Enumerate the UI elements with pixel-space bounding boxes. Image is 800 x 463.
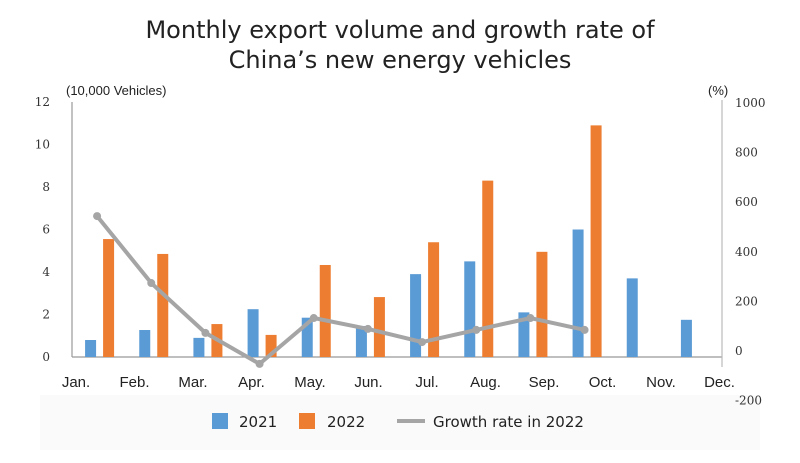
right-tick-label: 1000 [735, 96, 766, 110]
bar-2021 [410, 274, 422, 357]
growth-rate-point [255, 359, 264, 368]
left-tick-label: 10 [35, 138, 50, 152]
x-tick-label: Oct. [589, 374, 617, 391]
bar-2022 [265, 334, 277, 357]
legend-label-2022: 2022 [327, 413, 365, 431]
right-tick-label: 0 [735, 344, 743, 358]
x-tick-label: Jun. [354, 374, 382, 391]
bar-2021 [301, 317, 313, 357]
x-tick-label: Sep. [529, 374, 560, 391]
growth-rate-point [201, 328, 210, 337]
growth-rate-point [526, 314, 535, 323]
bar-2021 [247, 309, 259, 357]
left-tick-label: 0 [42, 350, 50, 364]
left-tick-label: 2 [42, 308, 50, 322]
bar-2021 [139, 330, 151, 357]
bar-2021 [464, 261, 476, 357]
growth-rate-point [418, 338, 427, 347]
bar-2022 [428, 242, 440, 357]
bar-2021 [85, 340, 97, 357]
x-tick-label: Mar. [178, 374, 207, 391]
growth-rate-point [147, 279, 156, 288]
left-tick-label: 4 [42, 265, 50, 279]
growth-rate-line [95, 214, 586, 366]
right-tick-label: 400 [735, 245, 758, 259]
x-tick-label: Jan. [62, 374, 90, 391]
bar-2021 [626, 278, 638, 357]
bar-2021 [193, 337, 205, 357]
bar-2022 [373, 297, 385, 357]
left-tick-label: 6 [42, 223, 50, 237]
growth-rate-point [472, 325, 481, 334]
bar-2021 [518, 312, 530, 357]
chart-title-line1: Monthly export volume and growth rate of [145, 16, 655, 44]
bar-2022 [536, 251, 548, 357]
right-tick-label: 200 [735, 294, 758, 308]
legend-swatch-2022 [299, 413, 315, 429]
x-tick-label: Apr. [238, 374, 265, 391]
x-tick-label: May. [294, 374, 325, 391]
left-axis-unit: (10,000 Vehicles) [66, 83, 166, 98]
bar-2022 [590, 125, 602, 357]
bar-2022 [157, 253, 169, 357]
x-tick-label: Dec. [704, 374, 735, 391]
left-tick-label: 8 [42, 180, 50, 194]
x-tick-label: Jul. [415, 374, 438, 391]
legend-label-growth-rate: Growth rate in 2022 [433, 413, 584, 431]
growth-rate-point [309, 314, 318, 323]
right-tick-label: 800 [735, 146, 758, 160]
legend-swatch-2021 [212, 413, 228, 429]
growth-rate-point [580, 325, 589, 334]
bar-2021 [355, 325, 367, 357]
bar-2022 [319, 264, 331, 357]
left-tick-label: 12 [35, 95, 50, 109]
x-tick-label: Nov. [646, 374, 676, 391]
right-tick-label: -200 [735, 394, 762, 408]
chart-title-line2: China’s new energy vehicles [228, 46, 572, 74]
growth-rate-point [93, 212, 102, 221]
legend-label-2021: 2021 [239, 413, 277, 431]
right-tick-label: 600 [735, 195, 758, 209]
x-tick-label: Feb. [119, 374, 149, 391]
x-tick-label: Aug. [470, 374, 501, 391]
right-axis-unit: (%) [708, 83, 728, 98]
bar-2022 [103, 239, 115, 357]
bar-2022 [482, 180, 494, 357]
growth-rate-point [363, 324, 372, 333]
bar-2021 [680, 319, 692, 357]
bar-2021 [572, 229, 584, 357]
